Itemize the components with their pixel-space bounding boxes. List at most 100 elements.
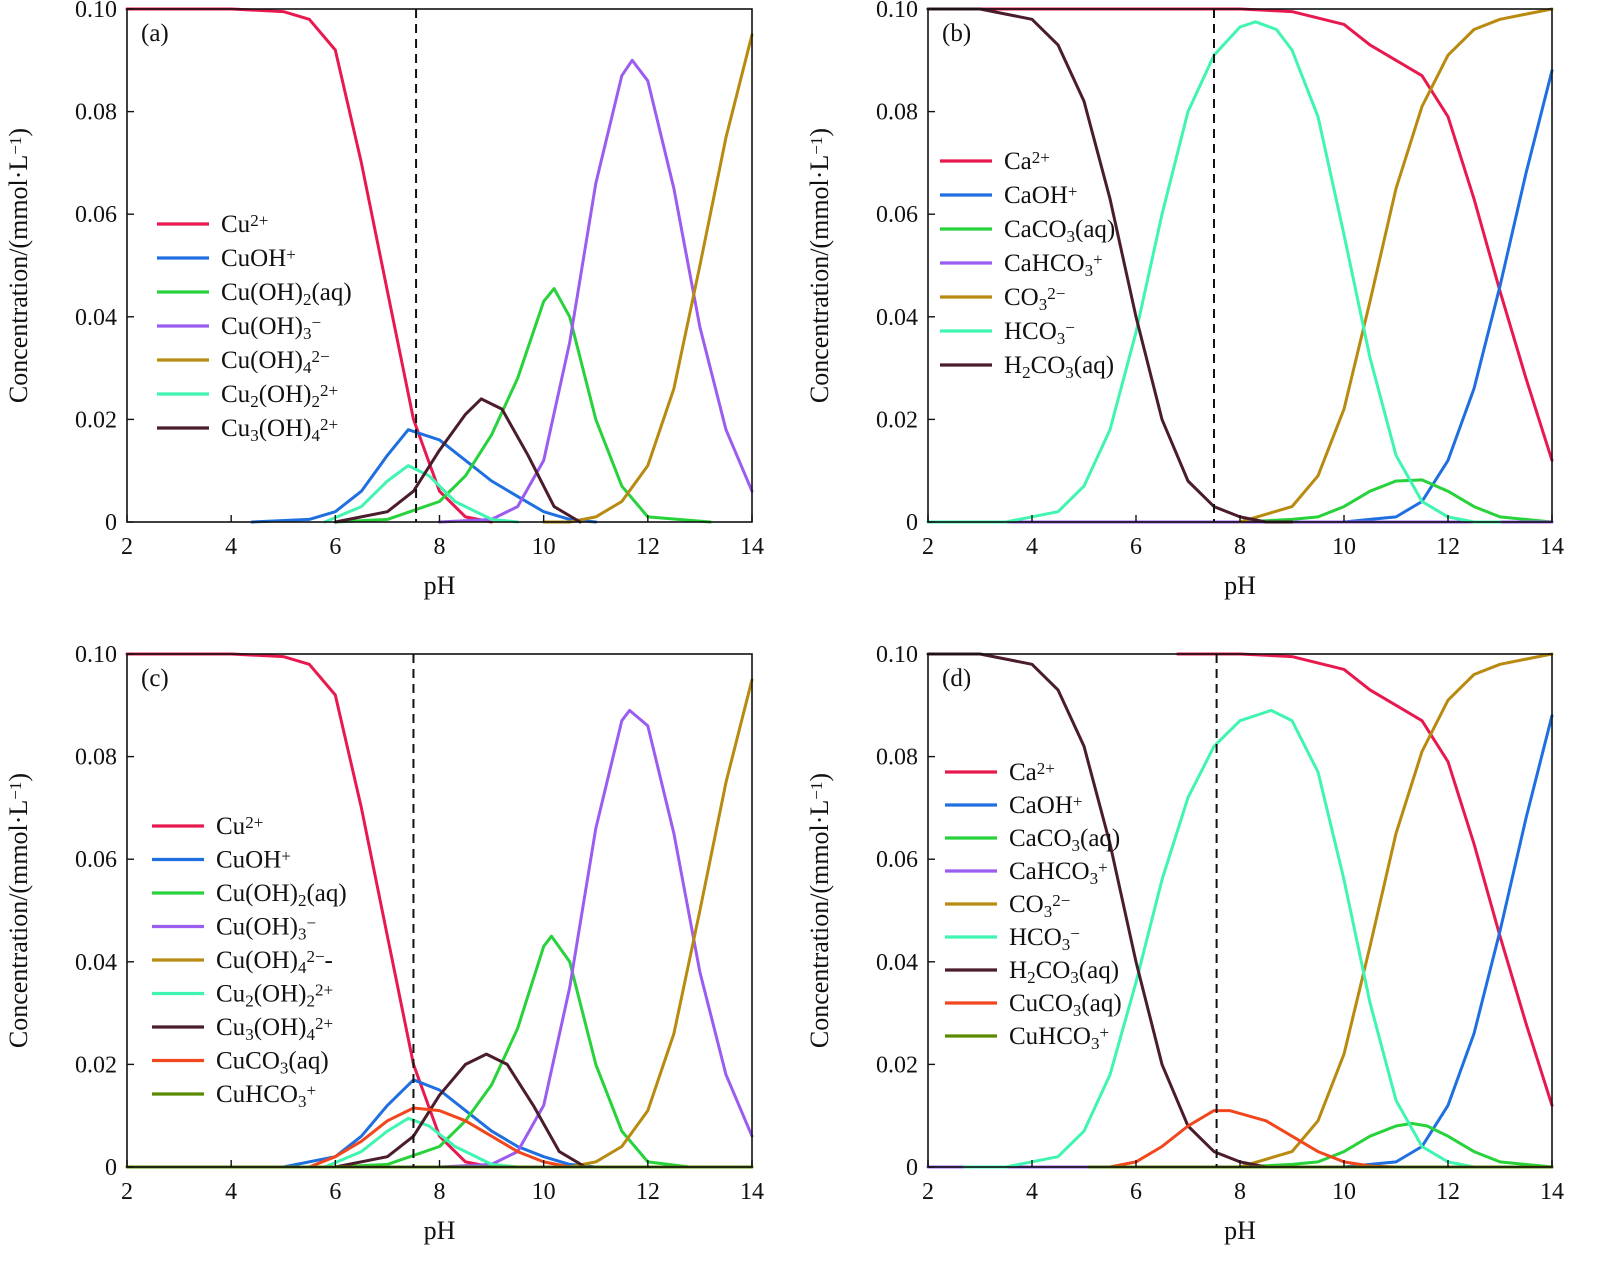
series-line <box>250 428 598 524</box>
legend-entry: CaOH+ <box>1004 182 1077 209</box>
y-tick-label: 0.04 <box>876 305 918 331</box>
x-tick-label: 14 <box>1540 534 1564 560</box>
series-line <box>323 1116 520 1169</box>
y-axis-label: Concentration/(mmol·L−1) <box>805 128 834 403</box>
legend-entry: H2CO3(aq) <box>1009 957 1119 987</box>
x-tick-label: 8 <box>434 534 446 560</box>
legend-entry: Cu(OH)3− <box>216 913 316 943</box>
y-tick-label: 0.02 <box>75 407 117 433</box>
y-tick-label: 0.06 <box>876 202 918 228</box>
series-line <box>1238 478 1554 524</box>
chart-panel-d: 2 4 6 8 10 12 14 0 0.02 0.04 0.06 0.08 0.10 pH Concent… <box>805 642 1564 1245</box>
legend-entry: Cu3(OH)42+ <box>216 1014 333 1044</box>
x-tick-label: 14 <box>740 534 764 560</box>
y-tick-label: 0 <box>105 510 117 536</box>
x-tick-label: 12 <box>1436 1179 1460 1205</box>
x-tick-label: 14 <box>740 1179 764 1205</box>
series-line <box>926 7 1294 524</box>
x-axis-label: pH <box>1224 1216 1256 1245</box>
series-line <box>1238 7 1554 524</box>
legend: Cu2+ CuOH+ Cu(OH)2(aq) Cu(OH)3− Cu(OH)42− Cu2… <box>157 211 352 445</box>
y-tick-label: 0.10 <box>75 0 117 23</box>
series-line <box>1176 652 1554 1107</box>
legend-entry: CuOH+ <box>221 245 296 272</box>
y-tick-label: 0.04 <box>75 950 117 976</box>
series-line <box>438 708 754 1169</box>
x-tick-label: 4 <box>1026 1179 1038 1205</box>
legend-entry: Ca2+ <box>1009 759 1055 786</box>
series-line <box>125 652 494 1169</box>
legend: Ca2+ CaOH+ CaCO3(aq) CaHCO3+ CO32− HCO3− H2CO3… <box>940 148 1115 382</box>
x-tick-label: 2 <box>121 534 133 560</box>
x-tick-label: 6 <box>329 1179 341 1205</box>
legend-entry: Cu(OH)42−- <box>216 947 333 977</box>
legend-entry: CuOH+ <box>216 846 291 873</box>
x-tick-label: 12 <box>636 534 660 560</box>
x-tick-label: 8 <box>1234 534 1246 560</box>
series-line <box>1342 69 1554 524</box>
series-line <box>333 1052 587 1169</box>
y-tick-label: 0.08 <box>75 100 117 126</box>
y-tick-label: 0.02 <box>876 1052 918 1078</box>
x-axis-label: pH <box>424 571 456 600</box>
panel-label: (d) <box>942 665 971 692</box>
x-tick-label: 10 <box>1332 1179 1356 1205</box>
x-tick-label: 2 <box>922 534 934 560</box>
x-tick-label: 10 <box>532 534 556 560</box>
y-axis-label: Concentration/(mmol·L−1) <box>4 773 33 1048</box>
y-tick-label: 0.06 <box>876 847 918 873</box>
legend-entry: HCO3− <box>1004 318 1075 348</box>
x-tick-label: 4 <box>225 534 237 560</box>
series-line <box>333 287 712 524</box>
legend-entry: Cu2+ <box>221 211 268 238</box>
series-line <box>1342 714 1554 1169</box>
series-line <box>926 7 1554 462</box>
x-tick-label: 12 <box>636 1179 660 1205</box>
y-tick-label: 0 <box>906 1155 918 1181</box>
legend-entry: Cu3(OH)42+ <box>221 415 338 445</box>
y-tick-label: 0.02 <box>75 1052 117 1078</box>
x-tick-label: 10 <box>1332 534 1356 560</box>
legend-entry: H2CO3(aq) <box>1004 352 1114 382</box>
legend-entry: Cu2(OH)22+ <box>221 381 338 411</box>
legend-entry: Cu(OH)42− <box>221 347 330 377</box>
legend-entry: CuHCO3+ <box>216 1081 316 1111</box>
y-tick-label: 0.06 <box>75 202 117 228</box>
series-line <box>1238 1121 1554 1169</box>
legend-entry: Cu(OH)2(aq) <box>221 279 352 309</box>
panel-label: (a) <box>141 20 169 47</box>
legend-entry: CaCO3(aq) <box>1009 825 1120 855</box>
x-tick-label: 2 <box>922 1179 934 1205</box>
y-tick-label: 0.10 <box>876 642 918 668</box>
series-line <box>281 1078 598 1169</box>
panel-label: (b) <box>942 20 971 47</box>
legend-entry: CaHCO3+ <box>1009 858 1108 888</box>
series-line <box>1108 1109 1398 1169</box>
legend-entry: CO32− <box>1009 891 1070 921</box>
y-tick-label: 0.08 <box>75 745 117 771</box>
chart-panel-c: 2 4 6 8 10 12 14 0 0.02 0.04 0.06 0.08 0.10 pH Concent… <box>4 642 764 1245</box>
y-tick-label: 0.08 <box>876 745 918 771</box>
series-line <box>307 1106 572 1169</box>
x-tick-label: 6 <box>329 534 341 560</box>
y-tick-label: 0.10 <box>876 0 918 23</box>
x-axis-label: pH <box>1224 571 1256 600</box>
series-line <box>926 20 1502 524</box>
x-tick-label: 4 <box>225 1179 237 1205</box>
x-tick-label: 6 <box>1130 534 1142 560</box>
legend-entry: CaHCO3+ <box>1004 250 1103 280</box>
x-tick-label: 4 <box>1026 534 1038 560</box>
legend-entry: CuHCO3+ <box>1009 1023 1109 1053</box>
series-line <box>323 464 520 524</box>
legend: Cu2+CuOH+Cu(OH)2(aq)Cu(OH)3−Cu(OH)42−-Cu… <box>152 813 347 1111</box>
y-tick-label: 0.06 <box>75 847 117 873</box>
legend-entry: Cu(OH)2(aq) <box>216 880 347 910</box>
x-tick-label: 6 <box>1130 1179 1142 1205</box>
series-line <box>333 934 691 1169</box>
x-tick-label: 10 <box>532 1179 556 1205</box>
legend-entry: Cu2(OH)22+ <box>216 980 333 1010</box>
y-axis-label: Concentration/(mmol·L−1) <box>4 128 33 403</box>
y-tick-label: 0.10 <box>75 642 117 668</box>
chart-panel-b: 2 4 6 8 10 12 14 0 0.02 0.04 0.06 0.08 0.10 pH Concent… <box>805 0 1564 600</box>
